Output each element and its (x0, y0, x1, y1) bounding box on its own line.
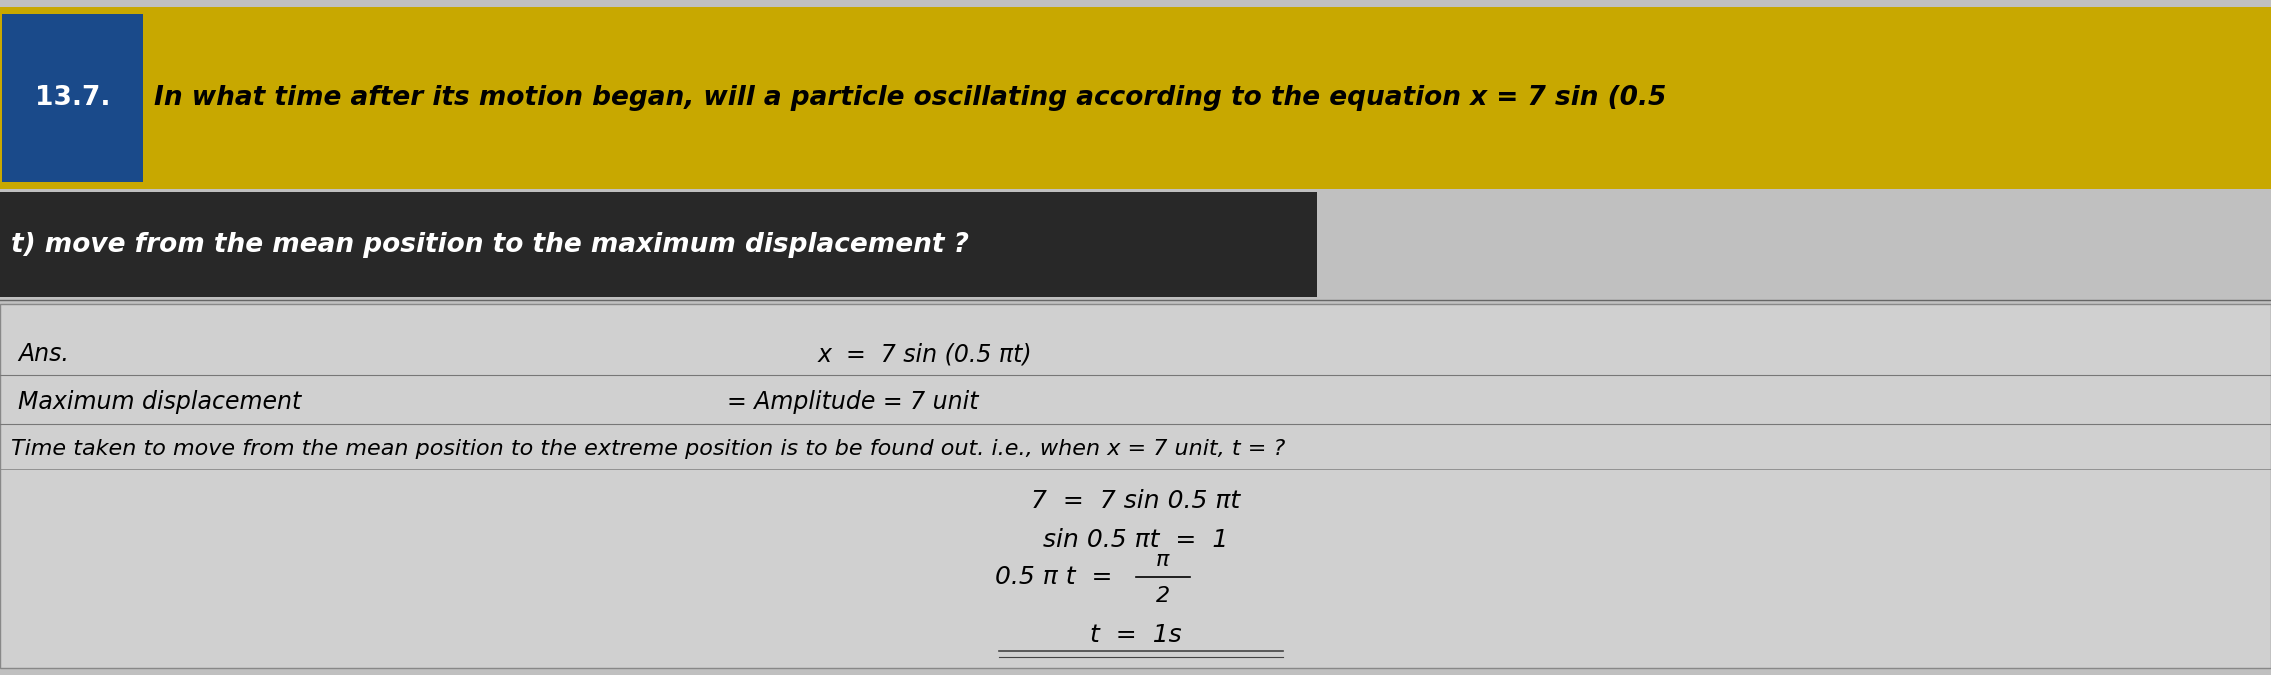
Text: t  =  1s: t = 1s (1090, 622, 1181, 647)
Text: π: π (1156, 550, 1170, 570)
Text: 13.7.: 13.7. (34, 85, 111, 111)
Text: 2: 2 (1156, 586, 1170, 606)
Text: = Amplitude = 7 unit: = Amplitude = 7 unit (727, 389, 979, 414)
FancyBboxPatch shape (2, 14, 143, 182)
Text: t) move from the mean position to the maximum displacement ?: t) move from the mean position to the ma… (11, 232, 970, 258)
FancyBboxPatch shape (0, 192, 1317, 297)
Text: In what time after its motion began, will a particle oscillating according to th: In what time after its motion began, wil… (154, 85, 1667, 111)
Text: Maximum displacement: Maximum displacement (18, 389, 302, 414)
Text: sin 0.5 πt  =  1: sin 0.5 πt = 1 (1042, 528, 1229, 552)
Text: Ans.: Ans. (18, 342, 68, 367)
FancyBboxPatch shape (0, 7, 2271, 189)
Text: x  =  7 sin (0.5 πt): x = 7 sin (0.5 πt) (818, 342, 1033, 367)
Text: 0.5 π t  =: 0.5 π t = (995, 565, 1113, 589)
FancyBboxPatch shape (0, 304, 2271, 668)
Text: 7  =  7 sin 0.5 πt: 7 = 7 sin 0.5 πt (1031, 489, 1240, 513)
Text: Time taken to move from the mean position to the extreme position is to be found: Time taken to move from the mean positio… (11, 439, 1285, 459)
